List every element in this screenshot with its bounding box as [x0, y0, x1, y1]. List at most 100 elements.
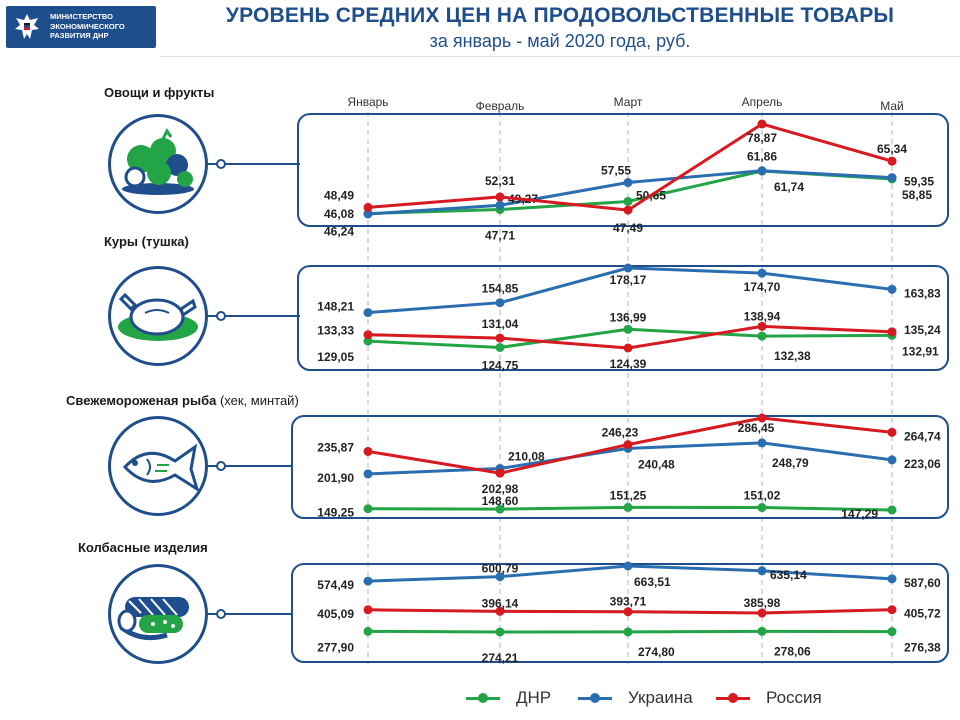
panel-label-fish: Свежемороженая рыба (хек, минтай): [66, 393, 299, 408]
chart-panel-frame: [291, 415, 949, 519]
data-label-ukraine: 248,79: [772, 456, 809, 470]
panel-label-text: Куры (тушка): [104, 234, 189, 249]
chart-panel-frame: [297, 265, 949, 371]
data-label-russia: 396,14: [482, 596, 519, 610]
month-label-2: Февраль: [476, 99, 525, 113]
data-label-russia: 385,98: [744, 596, 781, 610]
data-label-ukraine: 178,17: [610, 273, 647, 287]
data-label-dnr: 274,21: [482, 651, 519, 665]
data-point-dnr: [757, 331, 767, 341]
sausage-icon: [108, 564, 208, 664]
data-point-russia: [363, 330, 373, 340]
data-point-ukraine: [887, 284, 897, 294]
data-point-ukraine: [363, 308, 373, 318]
data-point-russia: [757, 608, 767, 618]
data-label-ukraine: 223,06: [904, 457, 941, 471]
data-point-russia: [757, 413, 767, 423]
data-point-dnr: [363, 504, 373, 514]
data-label-ukraine: 59,35: [904, 175, 934, 189]
data-label-dnr: 274,80: [638, 645, 675, 659]
data-point-ukraine: [887, 574, 897, 584]
panel-label-extra: (хек, минтай): [216, 393, 299, 408]
data-label-russia: 393,71: [610, 595, 647, 609]
data-label-russia: 235,87: [317, 440, 354, 454]
panel-label-sausage: Колбасные изделия: [78, 540, 208, 555]
data-label-russia: 133,33: [317, 324, 354, 338]
data-label-russia: 48,49: [324, 188, 354, 202]
data-label-russia: 202,98: [482, 482, 519, 496]
data-point-russia: [887, 605, 897, 615]
data-point-russia: [363, 446, 373, 456]
data-label-dnr: 276,38: [904, 641, 941, 655]
data-label-russia: 405,09: [317, 607, 354, 621]
data-point-ukraine: [757, 268, 767, 278]
data-label-ukraine: 201,90: [317, 471, 354, 485]
panel-label-vegetables: Овощи и фрукты: [104, 85, 214, 100]
data-label-russia: 135,24: [904, 323, 941, 337]
data-point-dnr: [363, 626, 373, 636]
data-point-ukraine: [757, 166, 767, 176]
data-label-russia: 131,04: [482, 317, 519, 331]
data-point-dnr: [623, 502, 633, 512]
data-label-russia: 264,74: [904, 429, 941, 443]
data-point-russia: [623, 607, 633, 617]
data-point-russia: [495, 468, 505, 478]
data-label-dnr: 278,06: [774, 644, 811, 658]
data-point-dnr: [623, 627, 633, 637]
data-label-ukraine: 61,86: [747, 150, 777, 164]
ministry-logo: МИНИСТЕРСТВО ЭКОНОМИЧЕСКОГО РАЗВИТИЯ ДНР: [6, 6, 156, 48]
data-label-ukraine: 210,08: [508, 449, 545, 463]
data-label-dnr: 151,02: [744, 489, 781, 503]
data-label-ukraine: 587,60: [904, 576, 941, 590]
data-label-dnr: 149,25: [317, 506, 354, 520]
data-point-dnr: [363, 336, 373, 346]
data-label-dnr: 277,90: [317, 640, 354, 654]
connector-dot: [216, 159, 226, 169]
data-label-russia: 246,23: [602, 426, 639, 440]
data-point-dnr: [757, 503, 767, 513]
header-divider: [160, 56, 960, 57]
data-label-russia: 78,87: [747, 131, 777, 145]
data-point-ukraine: [495, 298, 505, 308]
header: МИНИСТЕРСТВО ЭКОНОМИЧЕСКОГО РАЗВИТИЯ ДНР…: [0, 0, 960, 52]
data-point-dnr: [757, 626, 767, 636]
month-label-3: Март: [614, 95, 643, 109]
chart-panel-frame: [291, 563, 949, 663]
data-label-russia: 124,39: [610, 357, 647, 371]
data-point-ukraine: [363, 209, 373, 219]
legend-label: Россия: [766, 688, 822, 707]
data-point-ukraine: [363, 576, 373, 586]
panel-connector: [208, 315, 300, 317]
data-point-dnr: [495, 342, 505, 352]
panel-connector: [208, 613, 292, 615]
data-label-russia: 65,34: [877, 142, 907, 156]
legend-label: Украина: [628, 688, 693, 707]
ministry-name-line: ЭКОНОМИЧЕСКОГО: [50, 21, 125, 31]
page-title: УРОВЕНЬ СРЕДНИХ ЦЕН НА ПРОДОВОЛЬСТВЕННЫЕ…: [225, 4, 895, 27]
data-label-ukraine: 163,83: [904, 286, 941, 300]
data-label-dnr: 148,60: [482, 494, 519, 508]
data-label-ukraine: 663,51: [634, 575, 671, 589]
data-point-russia: [495, 606, 505, 616]
data-point-dnr: [623, 324, 633, 334]
legend: ДНР Украина Россия: [466, 688, 866, 708]
data-point-russia: [495, 333, 505, 343]
chart-panel-frame: [297, 113, 949, 227]
data-point-russia: [623, 343, 633, 353]
eagle-emblem-icon: [15, 14, 39, 39]
data-label-russia: 52,31: [485, 174, 515, 188]
panel-label-text: Колбасные изделия: [78, 540, 208, 555]
data-label-dnr: 124,75: [482, 358, 519, 372]
data-label-russia: 405,72: [904, 607, 941, 621]
chicken-icon: [108, 266, 208, 366]
panel-label-text: Овощи и фрукты: [104, 85, 215, 100]
data-label-dnr: 136,99: [610, 310, 647, 324]
data-label-ukraine: 600,79: [482, 562, 519, 576]
connector-dot: [216, 311, 226, 321]
fish-icon: [108, 416, 208, 516]
data-point-dnr: [623, 196, 633, 206]
connector-dot: [216, 461, 226, 471]
data-point-dnr: [887, 505, 897, 515]
connector-dot: [216, 609, 226, 619]
vegetables-fruits-icon: [108, 114, 208, 214]
